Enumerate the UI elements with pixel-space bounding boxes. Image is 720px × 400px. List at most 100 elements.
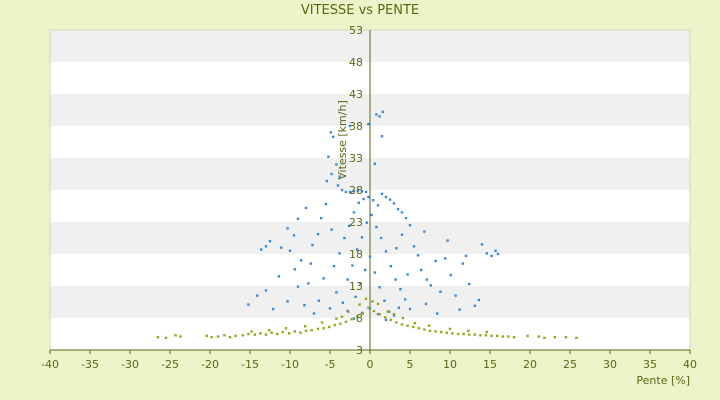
data-point xyxy=(304,206,308,210)
data-point xyxy=(575,336,578,340)
data-point xyxy=(378,286,381,289)
data-point xyxy=(316,232,320,236)
data-point xyxy=(268,240,272,243)
data-point xyxy=(416,254,420,257)
data-point xyxy=(338,175,341,178)
data-point xyxy=(399,288,402,291)
data-point xyxy=(423,230,426,233)
data-point xyxy=(316,327,320,331)
data-point xyxy=(247,303,250,306)
series-layer xyxy=(156,110,578,340)
x-tick-label: 40 xyxy=(683,358,697,371)
data-point xyxy=(395,321,398,324)
data-point xyxy=(458,308,461,311)
data-point xyxy=(425,278,428,281)
data-point xyxy=(389,318,392,322)
data-point xyxy=(454,294,457,297)
data-point xyxy=(449,273,452,277)
data-point xyxy=(362,197,365,201)
data-point xyxy=(501,335,504,338)
data-point xyxy=(356,248,359,251)
data-point xyxy=(397,306,400,309)
x-tick-label: 30 xyxy=(603,358,617,371)
x-tick-label: -25 xyxy=(161,358,179,371)
data-point xyxy=(473,333,476,336)
x-tick-label: -20 xyxy=(201,358,219,371)
y-tick-label: 3 xyxy=(356,344,363,357)
data-point xyxy=(384,250,388,253)
data-point xyxy=(543,336,546,340)
data-point xyxy=(310,328,313,332)
data-point xyxy=(174,334,177,337)
y-tick-label: 18 xyxy=(349,248,363,261)
x-tick-label: 35 xyxy=(643,358,657,371)
data-point xyxy=(164,336,168,340)
data-point xyxy=(253,333,256,336)
data-point xyxy=(368,255,372,258)
data-point xyxy=(537,335,540,338)
data-point xyxy=(424,302,428,306)
data-point xyxy=(299,331,302,334)
x-tick-label: -5 xyxy=(325,358,336,371)
data-point xyxy=(332,264,336,268)
data-point xyxy=(367,195,370,199)
data-point xyxy=(259,332,262,335)
data-point xyxy=(408,307,412,311)
data-point xyxy=(496,334,499,338)
data-point xyxy=(553,336,556,339)
data-point xyxy=(264,289,268,292)
data-point xyxy=(388,310,391,313)
data-point xyxy=(292,234,296,237)
data-point xyxy=(360,190,364,193)
x-tick-label: 20 xyxy=(523,358,537,371)
y-tick-label: 8 xyxy=(356,312,363,325)
data-point xyxy=(468,282,471,286)
data-point xyxy=(339,322,342,325)
data-point xyxy=(280,246,283,249)
data-point xyxy=(322,327,325,330)
data-point xyxy=(293,268,296,271)
data-point xyxy=(288,249,292,252)
y-tick-label: 38 xyxy=(349,120,363,133)
data-point xyxy=(468,333,471,336)
data-point xyxy=(412,325,415,329)
data-point xyxy=(512,336,516,339)
x-tick-label: 0 xyxy=(367,358,374,371)
data-point xyxy=(268,328,271,332)
data-point xyxy=(352,190,356,193)
data-point xyxy=(359,282,362,285)
x-tick-label: -10 xyxy=(281,358,299,371)
data-point xyxy=(372,199,375,202)
data-point xyxy=(417,327,420,330)
y-tick-label: 48 xyxy=(349,56,363,69)
data-point xyxy=(317,299,320,302)
data-point xyxy=(392,314,396,317)
data-point xyxy=(406,273,409,276)
data-point xyxy=(429,284,432,287)
data-point xyxy=(496,252,500,256)
data-point xyxy=(436,312,439,315)
data-point xyxy=(364,268,367,272)
data-point xyxy=(400,233,404,236)
data-point xyxy=(335,291,338,294)
data-point xyxy=(428,329,432,332)
data-point xyxy=(284,327,288,330)
data-point xyxy=(446,239,449,242)
data-point xyxy=(354,295,357,299)
data-point xyxy=(309,262,312,265)
x-tick-label: 25 xyxy=(563,358,577,371)
data-point xyxy=(490,254,493,258)
data-point xyxy=(332,135,335,139)
data-point xyxy=(423,328,426,331)
data-point xyxy=(376,204,380,207)
data-point xyxy=(404,216,408,220)
y-tick-label: 43 xyxy=(349,88,363,101)
data-point xyxy=(210,336,213,339)
data-point xyxy=(392,312,396,316)
data-point xyxy=(370,213,373,217)
data-point xyxy=(451,332,454,335)
data-point xyxy=(388,198,392,201)
data-point xyxy=(340,315,344,318)
y-tick-label: 28 xyxy=(349,184,363,197)
